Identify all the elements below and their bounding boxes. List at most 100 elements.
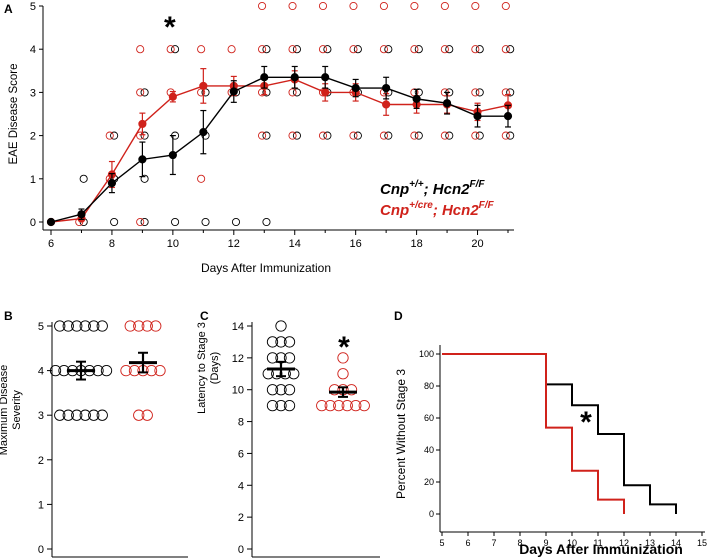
b-point — [54, 320, 66, 332]
panel-a-y-tick-label: 4 — [30, 44, 36, 56]
panel-a-individual-point — [410, 1, 419, 11]
panel-a-individual-point — [379, 131, 388, 140]
b-y-tick-label: 4 — [38, 366, 44, 378]
panel-b-points — [49, 320, 166, 421]
panel-a-individual-point — [140, 88, 149, 97]
b-point — [62, 409, 74, 421]
c-point — [333, 399, 345, 412]
c-point — [275, 336, 287, 348]
c-y-tick-label: 10 — [232, 385, 244, 397]
panel-a-individual-point — [471, 1, 480, 11]
panel-a-y-tick-label: 2 — [30, 131, 36, 143]
b-y-tick-label: 0 — [38, 544, 44, 556]
panel-a-individual-point — [79, 174, 88, 183]
panel-a-series-line — [50, 78, 509, 223]
c-point — [283, 384, 296, 396]
panel-c-y-label-line1: Latency to Stage 3 — [196, 322, 208, 414]
panel-a-x-tick-label: 16 — [350, 238, 362, 250]
panel-a-y-tick-label: 0 — [30, 217, 36, 229]
panel-a-individual-point — [136, 88, 145, 97]
c-y-tick-label: 14 — [232, 321, 244, 333]
panel-d-x-tick-label: 7 — [491, 538, 496, 548]
panel-a-x-label: Days After Immunization — [201, 261, 331, 275]
b-point — [154, 364, 166, 377]
b-point — [124, 320, 136, 332]
panel-a-individual-point — [349, 45, 358, 54]
legend-control-sup1: +/+ — [409, 179, 424, 190]
panel-a-individual-point — [318, 45, 328, 54]
panel-a-letter: A — [4, 2, 13, 16]
panel-a-mean-point — [138, 119, 147, 129]
legend-control-mid: ; Hcn2 — [424, 181, 471, 198]
panel-a-individual-point — [288, 1, 297, 11]
panel-a-individual-point — [501, 45, 510, 54]
b-point — [71, 320, 83, 332]
panel-a-individual-point — [471, 45, 480, 54]
panel-a-x-tick-label: 12 — [228, 238, 240, 250]
panel-a-individual-point — [501, 1, 510, 11]
panel-a-individual-point — [353, 131, 362, 140]
panel-b-y-label-line1: Maximum Disease — [0, 365, 10, 455]
b-point — [88, 320, 100, 332]
panel-a-individual-point — [501, 88, 510, 97]
c-point — [266, 336, 279, 348]
c-point — [341, 399, 353, 412]
panel-a-individual-point — [227, 45, 236, 54]
panel-a-mean-point — [321, 88, 330, 97]
panel-d-y-tick-label: 20 — [424, 477, 434, 487]
panel-a-individual-point — [292, 88, 301, 97]
b-point — [120, 364, 132, 377]
panel-a-individual-point — [440, 131, 449, 140]
c-y-tick-label: 0 — [238, 544, 244, 556]
panel-a-mean-point — [168, 92, 177, 101]
b-point — [96, 320, 108, 332]
panel-a-individual-point — [440, 45, 449, 54]
b-point — [71, 409, 83, 421]
panel-a-mean-point — [290, 73, 299, 82]
b-point — [150, 320, 162, 332]
panel-a-individual-point — [414, 45, 423, 54]
b-point — [128, 364, 141, 377]
panel-a-individual-point — [506, 88, 515, 97]
c-point — [316, 399, 328, 412]
c-point — [275, 320, 287, 332]
panel-c-letter: C — [200, 309, 209, 323]
panel-d-survival-curve — [442, 353, 677, 514]
panel-a-individual-point — [171, 217, 180, 227]
panel-b-y-label-line2: Severity — [11, 390, 23, 430]
panel-d-axes: 0 20 40 60 80 100 5 6 7 8 9 10 11 12 13 14 15 — [419, 345, 707, 548]
panel-c-points — [262, 320, 370, 412]
c-point — [283, 399, 296, 412]
panel-a-individual-point — [136, 45, 145, 54]
c-point — [266, 352, 279, 364]
panel-a-y-label: EAE Disease Score — [8, 64, 20, 165]
panel-a-individual-point — [323, 131, 332, 140]
panel-a-individual-point — [258, 131, 267, 140]
panel-a-mean-point — [321, 73, 330, 82]
b-y-tick-label: 3 — [38, 410, 44, 422]
panel-a-individual-point — [475, 88, 484, 97]
panel-a-x-tick-label: 20 — [471, 238, 483, 250]
panel-a-mean-point — [412, 94, 421, 103]
c-y-tick-label: 4 — [238, 480, 244, 492]
panel-a-individual-point — [349, 131, 358, 140]
c-point — [283, 336, 296, 348]
panel-a-individual-point — [171, 45, 180, 54]
b-y-tick-label: 1 — [38, 499, 44, 511]
panel-a-series-line — [50, 76, 508, 223]
panel-a-mean-point — [77, 210, 86, 219]
panel-a-individual-point — [166, 45, 175, 54]
panel-d-series — [442, 353, 677, 514]
panel-a-individual-point — [440, 1, 449, 11]
panel-a-series — [46, 65, 513, 227]
legend-cre-sup2: F/F — [479, 200, 495, 211]
panel-a-mean-point — [503, 112, 513, 121]
panel-a-individual-point — [110, 217, 119, 227]
panel-a-individual-point — [445, 131, 454, 140]
panel-a-x-tick-label: 18 — [410, 238, 422, 250]
panel-d-y-tick-label: 40 — [424, 445, 434, 455]
panel-a-mean-point — [46, 217, 56, 227]
